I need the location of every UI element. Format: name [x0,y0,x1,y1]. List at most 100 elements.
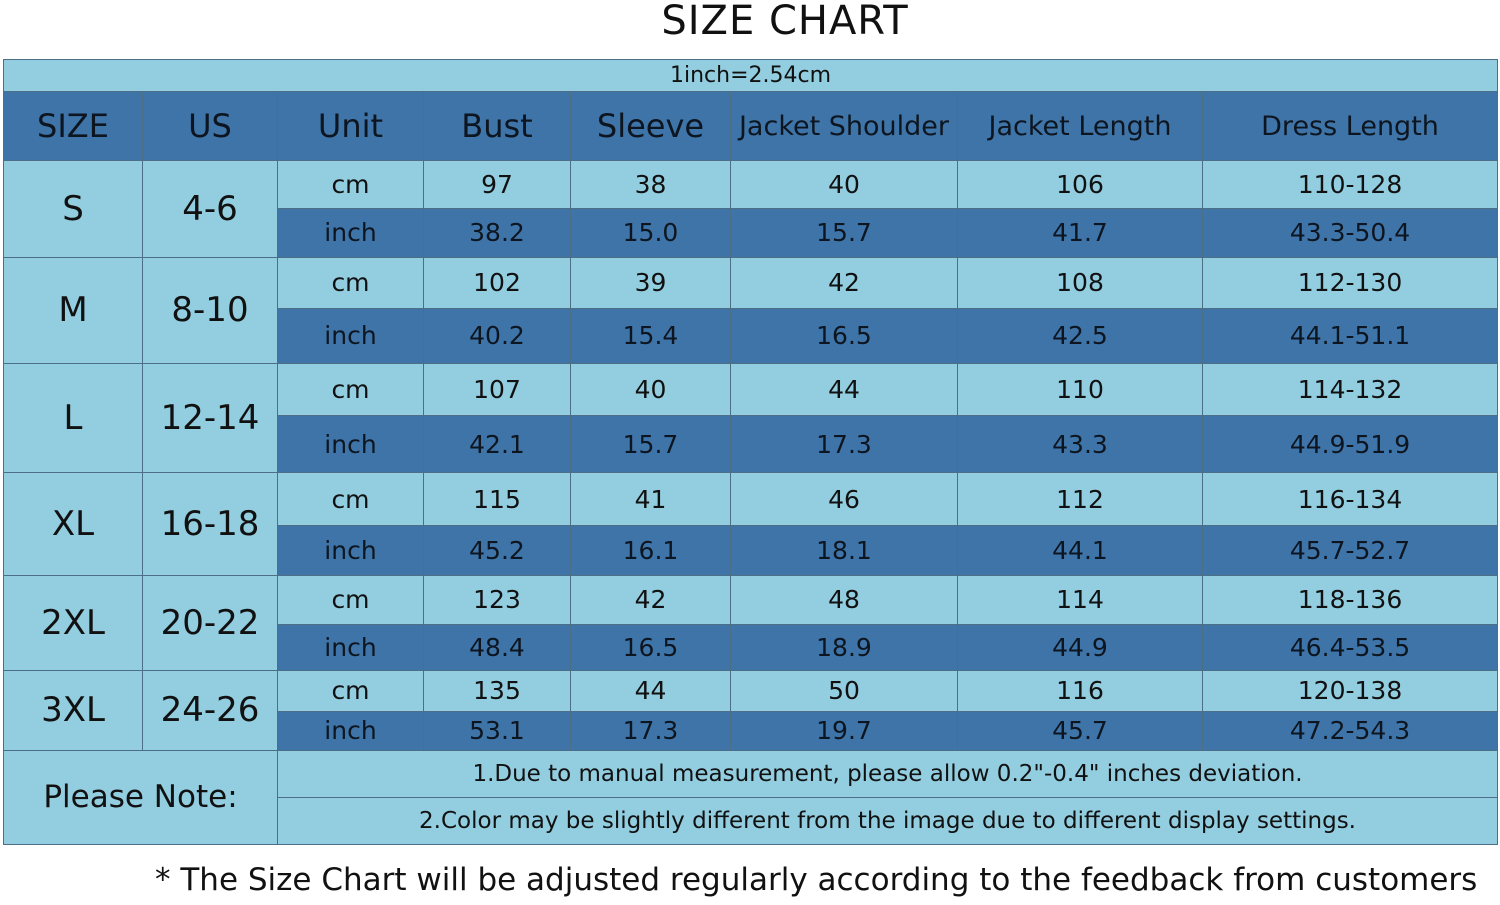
cell-bust: 42.1 [423,415,571,474]
cell-jacket-shoulder: 46 [730,472,958,526]
header-us: US [142,90,278,162]
cell-sleeve: 16.1 [570,524,731,576]
cell-jacket-shoulder: 17.3 [730,415,958,474]
cell-jacket-shoulder: 18.9 [730,623,958,671]
table-row: 2XL 20-22 cm 123 42 48 114 118-136 [3,574,1499,671]
cell-dress-length: 114-132 [1201,362,1499,417]
us-size: 4-6 [142,160,278,258]
footer-disclaimer: * The Size Chart will be adjusted regula… [155,862,1478,898]
cell-dress-length: 118-136 [1201,574,1499,625]
cell-unit: inch [277,307,424,364]
cell-unit: cm [277,574,424,625]
cell-jacket-length: 45.7 [957,710,1203,751]
cell-jacket-shoulder: 15.7 [730,208,958,258]
cell-bust: 97 [423,160,571,210]
page-title: SIZE CHART [661,0,909,44]
cell-jacket-length: 42.5 [957,307,1203,364]
cell-jacket-shoulder: 19.7 [730,710,958,751]
cell-sleeve: 40 [570,362,731,417]
size-rows: S 4-6 cm 97 38 40 106 110-128 inch 38.2 15.0 15.7 41… [3,160,1499,751]
table-row: L 12-14 cm 107 40 44 110 114-132 [3,362,1499,474]
size-label: S [3,160,143,258]
cell-jacket-length: 112 [957,472,1203,526]
size-label: M [3,256,143,364]
cell-sleeve: 44 [570,669,731,712]
cell-sleeve: 41 [570,472,731,526]
table-row: 3XL 24-26 cm 135 44 50 116 120-138 [3,669,1499,751]
cell-jacket-length: 44.9 [957,623,1203,671]
cell-sleeve: 16.5 [570,623,731,671]
size-label: XL [3,472,143,576]
cell-jacket-shoulder: 18.1 [730,524,958,576]
cell-jacket-length: 43.3 [957,415,1203,474]
cell-dress-length: 45.7-52.7 [1201,524,1499,576]
cell-bust: 48.4 [423,623,571,671]
us-size: 24-26 [142,669,278,751]
header-jacket-length: Jacket Length [957,90,1203,162]
cell-jacket-length: 114 [957,574,1203,625]
us-size: 12-14 [142,362,278,474]
table-row: inch 40.2 15.4 16.5 42.5 44.1-51.1 [4,307,1499,364]
cell-jacket-shoulder: 50 [730,669,958,712]
cell-dress-length: 46.4-53.5 [1201,623,1499,671]
cell-sleeve: 15.0 [570,208,731,258]
note-label: Please Note: [3,749,278,846]
table-row: S 4-6 cm 97 38 40 106 110-128 [3,160,1499,258]
us-size: 8-10 [142,256,278,364]
cell-unit: inch [277,415,424,474]
cell-unit: cm [277,362,424,417]
cell-jacket-length: 110 [957,362,1203,417]
note-line-1: 1.Due to manual measurement, please allo… [276,749,1499,798]
cell-jacket-length: 41.7 [957,208,1203,258]
cell-unit: inch [277,524,424,576]
cell-unit: cm [277,160,424,210]
table-row: XL 16-18 cm 115 41 46 112 116-134 [3,472,1499,576]
cell-unit: inch [277,208,424,258]
cell-jacket-length: 106 [957,160,1203,210]
cell-sleeve: 15.7 [570,415,731,474]
size-label: L [3,362,143,474]
cell-unit: cm [277,472,424,526]
header-dress-length: Dress Length [1201,90,1499,162]
cell-bust: 135 [423,669,571,712]
cell-jacket-length: 116 [957,669,1203,712]
size-chart-table: 1inch=2.54cm SIZE US Unit Bust Sleeve Ja… [2,59,1499,846]
us-size: 20-22 [142,574,278,671]
table-row: inch 42.1 15.7 17.3 43.3 44.9-51.9 [4,415,1499,474]
size-label: 3XL [3,669,143,751]
cell-unit: cm [277,669,424,712]
cell-bust: 123 [423,574,571,625]
header-jacket-shoulder: Jacket Shoulder [730,90,958,162]
cell-bust: 38.2 [423,208,571,258]
cell-jacket-shoulder: 16.5 [730,307,958,364]
cell-bust: 40.2 [423,307,571,364]
cell-bust: 53.1 [423,710,571,751]
table-row: inch 48.4 16.5 18.9 44.9 46.4-53.5 [4,623,1499,671]
cell-bust: 45.2 [423,524,571,576]
cell-bust: 115 [423,472,571,526]
header-sleeve: Sleeve [570,90,731,162]
cell-sleeve: 42 [570,574,731,625]
conversion-note: 1inch=2.54cm [2,59,1499,92]
header-bust: Bust [423,90,571,162]
size-label: 2XL [3,574,143,671]
cell-bust: 102 [423,256,571,309]
cell-jacket-length: 108 [957,256,1203,309]
cell-dress-length: 43.3-50.4 [1201,208,1499,258]
cell-dress-length: 44.9-51.9 [1201,415,1499,474]
cell-jacket-length: 44.1 [957,524,1203,576]
cell-jacket-shoulder: 40 [730,160,958,210]
cell-jacket-shoulder: 42 [730,256,958,309]
cell-sleeve: 15.4 [570,307,731,364]
us-size: 16-18 [142,472,278,576]
cell-dress-length: 110-128 [1201,160,1499,210]
table-row: M 8-10 cm 102 39 42 108 112-130 [3,256,1499,364]
cell-unit: inch [277,710,424,751]
cell-dress-length: 47.2-54.3 [1201,710,1499,751]
cell-dress-length: 44.1-51.1 [1201,307,1499,364]
cell-unit: cm [277,256,424,309]
cell-jacket-shoulder: 44 [730,362,958,417]
cell-dress-length: 120-138 [1201,669,1499,712]
header-unit: Unit [277,90,424,162]
note-line-2: 2.Color may be slightly different from t… [276,796,1499,846]
